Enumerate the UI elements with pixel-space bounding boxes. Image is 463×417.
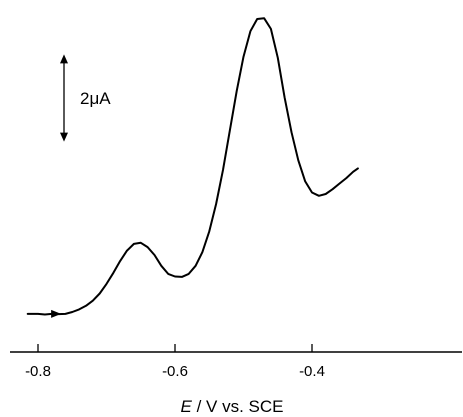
- series-line: [26, 17, 359, 316]
- x-ticks: -0.8 -0.6 -0.4: [25, 344, 325, 380]
- scale-bar: 2μA: [60, 54, 111, 142]
- x-axis-title: E / V vs. SCE: [181, 397, 284, 416]
- x-tick-label: -0.6: [162, 363, 188, 380]
- x-axis-title-text: / V vs. SCE: [192, 397, 284, 416]
- scale-bar-label: 2μA: [80, 89, 111, 108]
- x-tick-label: -0.8: [25, 363, 51, 380]
- x-axis: -0.8 -0.6 -0.4: [10, 344, 462, 380]
- scale-bar-arrow-up-icon: [60, 54, 68, 64]
- x-axis-title-symbol: E: [181, 397, 193, 416]
- x-tick-label: -0.4: [299, 363, 325, 380]
- scale-bar-arrow-down-icon: [60, 132, 68, 142]
- scan-direction-arrow-icon: [51, 309, 62, 318]
